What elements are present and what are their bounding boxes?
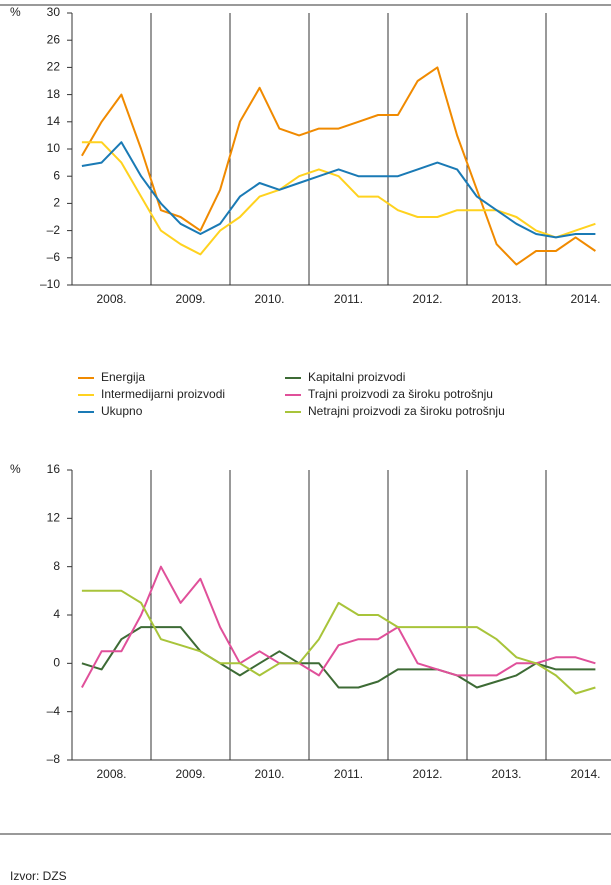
- y-axis-label: %: [10, 462, 21, 476]
- y-tick-label: 16: [47, 462, 61, 476]
- legend-label: Ukupno: [101, 404, 143, 418]
- x-tick-label: 2010.: [254, 292, 284, 306]
- y-tick-label: –10: [40, 277, 60, 291]
- y-tick-label: –8: [47, 752, 61, 766]
- y-tick-label: 30: [47, 5, 61, 19]
- y-tick-label: 8: [53, 559, 60, 573]
- y-tick-label: 18: [47, 87, 61, 101]
- x-tick-label: 2014.: [570, 767, 600, 781]
- y-tick-label: –6: [47, 250, 61, 264]
- series-line: [81, 565, 596, 688]
- series-line: [81, 141, 596, 256]
- y-tick-label: 22: [47, 60, 61, 74]
- y-tick-label: 6: [53, 168, 60, 182]
- x-tick-label: 2009.: [175, 767, 205, 781]
- x-tick-label: 2008.: [96, 767, 126, 781]
- y-tick-label: 14: [47, 114, 61, 128]
- y-tick-label: 26: [47, 32, 61, 46]
- series-line: [81, 66, 596, 266]
- series-line: [81, 141, 596, 239]
- y-tick-label: 10: [47, 141, 61, 155]
- y-tick-label: 4: [53, 607, 60, 621]
- y-tick-label: 0: [53, 656, 60, 670]
- series-line: [81, 626, 596, 689]
- y-axis-label: %: [10, 5, 21, 19]
- y-tick-label: –4: [47, 704, 61, 718]
- legend-label: Kapitalni proizvodi: [308, 370, 405, 384]
- x-tick-label: 2010.: [254, 767, 284, 781]
- x-tick-label: 2013.: [491, 292, 521, 306]
- y-tick-label: –2: [47, 223, 61, 237]
- legend-label: Trajni proizvodi za široku potrošnju: [308, 387, 493, 401]
- series-line: [81, 589, 596, 695]
- x-tick-label: 2012.: [412, 292, 442, 306]
- x-tick-label: 2012.: [412, 767, 442, 781]
- x-tick-label: 2014.: [570, 292, 600, 306]
- x-tick-label: 2008.: [96, 292, 126, 306]
- x-tick-label: 2013.: [491, 767, 521, 781]
- x-tick-label: 2011.: [334, 292, 363, 306]
- legend-label: Netrajni proizvodi za široku potrošnju: [308, 404, 505, 418]
- x-tick-label: 2009.: [175, 292, 205, 306]
- source: Izvor: DZS: [10, 869, 67, 883]
- y-tick-label: 2: [53, 196, 60, 210]
- y-tick-label: 12: [47, 511, 61, 525]
- legend-label: Intermedijarni proizvodi: [101, 387, 225, 401]
- x-tick-label: 2011.: [334, 767, 363, 781]
- legend-label: Energija: [101, 370, 145, 384]
